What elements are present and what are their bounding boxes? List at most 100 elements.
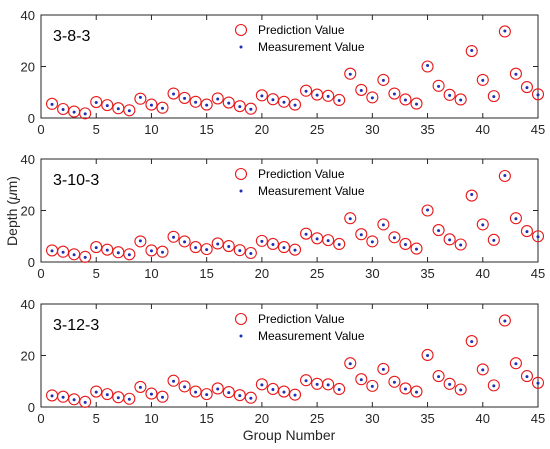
prediction-point [101, 388, 114, 401]
measurement-point [138, 95, 142, 99]
measurement-point [116, 107, 120, 111]
measurement-point [448, 93, 452, 97]
measurement-point [216, 387, 220, 391]
measurement-point [326, 383, 330, 387]
y-axis-ticks: 0 20 40 [21, 152, 538, 270]
measurement-point [492, 384, 496, 388]
prediction-point [178, 380, 191, 393]
x-tick-label: 35 [420, 266, 434, 281]
measurement-point [149, 103, 153, 107]
prediction-point [465, 335, 478, 348]
measurement-point [127, 397, 131, 401]
prediction-point [498, 314, 511, 327]
measurement-point [50, 249, 54, 253]
x-axis-label: Group Number [243, 427, 336, 443]
prediction-point [156, 390, 169, 403]
prediction-point [300, 84, 313, 97]
measurement-point [392, 380, 396, 384]
prediction-point [211, 92, 224, 105]
data-points [45, 314, 545, 408]
prediction-point [189, 385, 202, 398]
measurement-point [160, 395, 164, 399]
prediction-point [277, 95, 291, 108]
prediction-point [476, 218, 489, 231]
x-tick-label: 20 [255, 122, 269, 137]
legend-prediction-label: Prediction Value [258, 167, 345, 181]
x-tick-label: 5 [93, 411, 100, 426]
prediction-point [68, 248, 81, 261]
y-axis-ticks: 0 20 40 [21, 8, 538, 126]
prediction-point [255, 378, 268, 391]
x-tick-label: 40 [476, 411, 490, 426]
measurement-point [160, 106, 164, 110]
measurement-point [470, 340, 474, 344]
prediction-point [167, 230, 180, 243]
x-tick-label: 15 [199, 266, 213, 281]
prediction-point [520, 81, 534, 94]
prediction-point [244, 391, 257, 404]
measurement-point [205, 393, 209, 397]
panel-title: 3-10-3 [53, 172, 99, 189]
prediction-point [90, 95, 103, 109]
prediction-point [211, 382, 224, 395]
x-tick-label: 10 [144, 411, 158, 426]
prediction-point [509, 357, 522, 370]
prediction-point [487, 90, 500, 103]
measurement-point [172, 379, 176, 383]
prediction-point [101, 99, 114, 112]
measurement-point [216, 242, 220, 246]
x-tick-label: 15 [199, 122, 213, 137]
measurement-point [61, 108, 65, 112]
prediction-point [421, 60, 434, 73]
measurement-point [403, 242, 407, 246]
prediction-point [399, 382, 412, 395]
prediction-point [300, 374, 313, 387]
x-tick-label: 0 [37, 411, 44, 426]
measurement-point [172, 235, 176, 239]
prediction-point [244, 246, 257, 260]
prediction-point [509, 67, 522, 80]
prediction-point [57, 245, 70, 258]
x-tick-label: 25 [310, 266, 324, 281]
prediction-point [377, 362, 390, 375]
prediction-point [178, 91, 191, 104]
measurement-point [381, 223, 385, 227]
measurement-point [72, 398, 76, 402]
prediction-point [322, 89, 335, 102]
prediction-point [255, 234, 268, 247]
measurement-point [426, 354, 430, 357]
x-tick-label: 15 [199, 411, 213, 426]
measurement-point [348, 217, 352, 221]
measurement-point [282, 390, 286, 394]
y-tick-label: 0 [28, 111, 35, 126]
legend-measurement-label: Measurement Value [258, 40, 365, 54]
measurement-point [437, 375, 441, 379]
prediction-point [454, 93, 467, 106]
prediction-point [322, 234, 335, 247]
measurement-point [194, 390, 198, 394]
prediction-point [465, 44, 478, 58]
prediction-point [45, 97, 59, 110]
prediction-point [399, 93, 412, 106]
x-tick-label: 35 [420, 122, 434, 137]
prediction-point [79, 107, 92, 120]
x-tick-label: 25 [310, 411, 324, 426]
measurement-point [183, 240, 187, 244]
measurement-point [525, 86, 529, 90]
x-tick-label: 30 [365, 122, 379, 137]
prediction-point [57, 102, 70, 116]
x-tick-label: 10 [144, 122, 158, 137]
measurement-point [293, 103, 297, 107]
measurement-point [481, 223, 485, 227]
prediction-point [333, 93, 346, 107]
measurement-point [359, 233, 363, 237]
prediction-point [531, 230, 545, 243]
x-axis-ticks: 0 5 10 15 20 25 30 35 40 45 [37, 159, 545, 281]
measurement-point [205, 103, 209, 107]
x-axis-ticks: 0 5 10 15 20 25 30 35 40 45 [37, 304, 545, 426]
measurement-point [381, 367, 385, 371]
x-tick-label: 30 [365, 411, 379, 426]
legend-prediction-marker [234, 167, 248, 181]
measurement-point [525, 375, 529, 379]
prediction-point [134, 235, 147, 248]
